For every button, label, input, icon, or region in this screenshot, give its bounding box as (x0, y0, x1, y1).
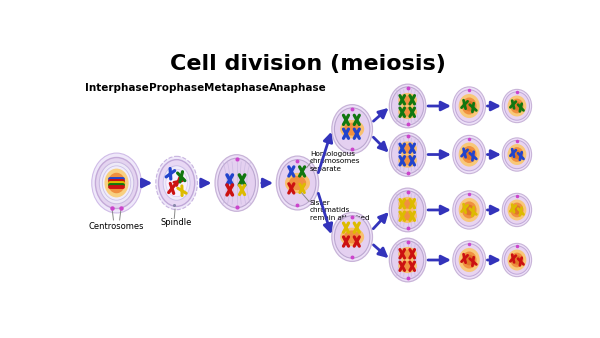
Ellipse shape (462, 97, 476, 115)
Ellipse shape (401, 107, 414, 116)
Ellipse shape (513, 256, 521, 265)
Ellipse shape (401, 211, 414, 220)
Ellipse shape (279, 160, 316, 207)
Ellipse shape (334, 216, 370, 258)
Ellipse shape (502, 138, 532, 171)
Ellipse shape (401, 144, 414, 153)
Ellipse shape (455, 194, 483, 226)
Ellipse shape (464, 101, 474, 111)
Ellipse shape (289, 176, 306, 190)
Ellipse shape (511, 147, 523, 162)
Ellipse shape (166, 169, 187, 197)
Ellipse shape (392, 191, 424, 229)
Ellipse shape (453, 241, 485, 279)
Ellipse shape (156, 156, 197, 210)
Ellipse shape (389, 133, 426, 176)
Ellipse shape (95, 158, 137, 209)
Ellipse shape (401, 199, 414, 209)
Ellipse shape (513, 150, 521, 159)
Ellipse shape (158, 160, 194, 207)
Ellipse shape (511, 99, 523, 114)
Ellipse shape (389, 238, 426, 282)
Ellipse shape (398, 197, 417, 211)
Ellipse shape (332, 105, 373, 153)
Ellipse shape (398, 141, 417, 156)
Text: Homologous
chromosomes
separate: Homologous chromosomes separate (310, 151, 361, 172)
Text: Prophase: Prophase (149, 83, 204, 93)
Ellipse shape (462, 251, 476, 268)
Text: Interphase: Interphase (85, 83, 148, 93)
Ellipse shape (511, 252, 523, 267)
Ellipse shape (401, 96, 414, 105)
Ellipse shape (505, 92, 530, 120)
Ellipse shape (392, 241, 424, 279)
Ellipse shape (505, 140, 530, 169)
Text: Sister
chromatids
remain attached: Sister chromatids remain attached (310, 200, 370, 221)
Ellipse shape (392, 136, 424, 174)
Ellipse shape (389, 84, 426, 128)
Ellipse shape (401, 156, 414, 165)
Ellipse shape (502, 89, 532, 123)
Ellipse shape (401, 250, 414, 259)
Ellipse shape (464, 204, 474, 215)
Ellipse shape (453, 136, 485, 174)
Ellipse shape (502, 243, 532, 276)
Ellipse shape (277, 156, 319, 210)
Ellipse shape (344, 231, 361, 243)
Ellipse shape (511, 202, 523, 217)
Ellipse shape (103, 166, 131, 200)
Ellipse shape (104, 169, 128, 197)
Ellipse shape (340, 228, 364, 246)
Ellipse shape (455, 90, 483, 122)
Ellipse shape (458, 248, 480, 272)
Ellipse shape (458, 198, 480, 222)
Ellipse shape (505, 246, 530, 274)
Ellipse shape (398, 153, 417, 168)
Ellipse shape (398, 247, 417, 262)
Ellipse shape (218, 158, 256, 208)
Ellipse shape (398, 259, 417, 273)
Ellipse shape (398, 93, 417, 107)
Ellipse shape (332, 212, 373, 261)
Ellipse shape (163, 166, 190, 200)
Ellipse shape (508, 249, 526, 270)
Ellipse shape (458, 143, 480, 167)
Ellipse shape (455, 244, 483, 276)
Text: Metaphase: Metaphase (204, 83, 269, 93)
Ellipse shape (215, 155, 258, 211)
Ellipse shape (285, 173, 310, 193)
Ellipse shape (508, 144, 526, 165)
Text: Anaphase: Anaphase (269, 83, 326, 93)
Ellipse shape (505, 196, 530, 224)
Ellipse shape (92, 153, 142, 213)
Ellipse shape (99, 162, 134, 204)
Ellipse shape (513, 101, 521, 111)
Ellipse shape (398, 104, 417, 119)
Text: Cell division (meiosis): Cell division (meiosis) (170, 54, 445, 74)
Ellipse shape (401, 261, 414, 270)
Ellipse shape (389, 188, 426, 232)
Ellipse shape (462, 201, 476, 218)
Text: Spindle: Spindle (161, 218, 192, 227)
Ellipse shape (108, 173, 125, 193)
Ellipse shape (455, 138, 483, 171)
Ellipse shape (392, 87, 424, 125)
Ellipse shape (453, 191, 485, 229)
Ellipse shape (458, 94, 480, 118)
Ellipse shape (334, 108, 370, 150)
Ellipse shape (464, 255, 474, 265)
Ellipse shape (464, 149, 474, 160)
Ellipse shape (462, 146, 476, 163)
Ellipse shape (502, 193, 532, 226)
Ellipse shape (453, 87, 485, 125)
Ellipse shape (513, 206, 521, 215)
Ellipse shape (398, 209, 417, 223)
Text: Centrosomes: Centrosomes (89, 221, 144, 231)
Ellipse shape (508, 96, 526, 117)
Ellipse shape (508, 199, 526, 220)
Ellipse shape (340, 120, 364, 138)
Ellipse shape (344, 123, 361, 136)
